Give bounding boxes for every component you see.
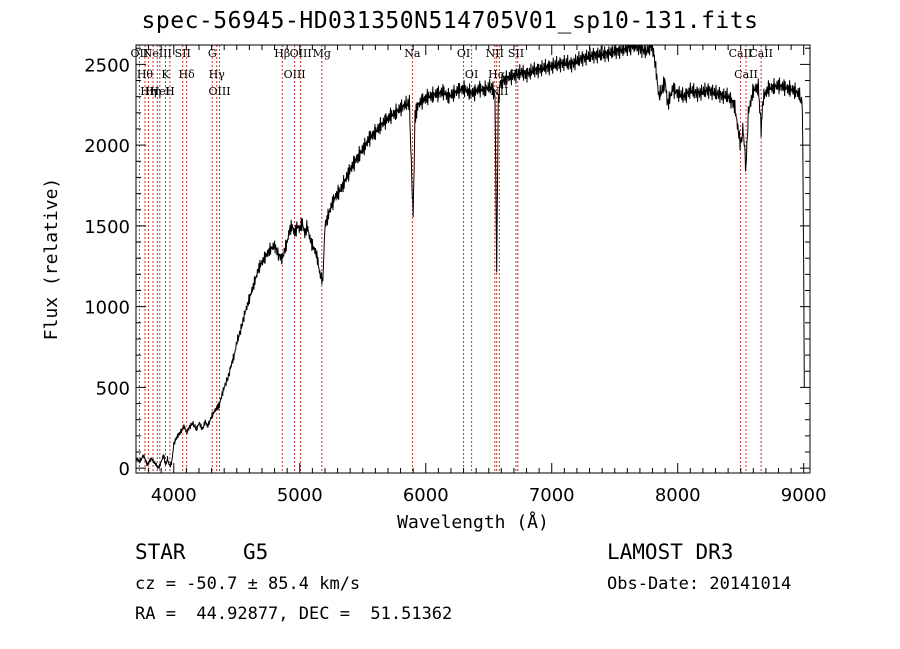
redshift-cz: cz = -50.7 ± 85.4 km/s: [135, 574, 361, 594]
line-label-13-0: Hβ: [274, 47, 290, 60]
line-label-26-0: CaII: [734, 68, 758, 81]
survey-name: LAMOST DR3: [607, 540, 734, 564]
line-label-23-0: SII: [508, 47, 524, 60]
object-class: STAR: [135, 540, 186, 564]
x-axis-ticks: 4000 5000 6000 7000 8000 9000: [135, 45, 827, 506]
line-label-5-0: HeI: [150, 85, 170, 98]
line-label-10-0: G: [208, 47, 217, 60]
y-tick-label-1: 500: [96, 378, 130, 399]
plot-frame: [135, 44, 811, 474]
line-label-16-0: Mg: [313, 47, 331, 60]
y-tick-label-5: 2500: [84, 55, 130, 76]
line-label-1-0: Hθ: [137, 68, 154, 81]
line-label-9-0: Hδ: [179, 68, 196, 81]
x-tick-label-5: 9000: [781, 485, 827, 506]
line-label-0-0: OII: [131, 47, 149, 60]
line-markers: [138, 45, 762, 473]
y-tick-label-3: 1500: [84, 217, 130, 238]
line-label-4-0: NeIII: [143, 47, 172, 60]
line-marker-labels: OIIHθHηHηNeIIIHeIKHSIIHδGHγOIIIHβOIIIOII…: [131, 47, 773, 98]
y-axis-label: Flux (relative): [41, 178, 62, 341]
line-label-3-0: Hη: [145, 85, 161, 98]
line-label-12-0: OIII: [208, 85, 230, 98]
line-label-7-0: H: [165, 85, 175, 98]
line-label-8-0: SII: [175, 47, 191, 60]
line-label-15-0: OIII: [290, 47, 312, 60]
spectral-subclass: G5: [243, 540, 269, 564]
line-label-27-0: CaII: [749, 47, 773, 60]
y-tick-label-0: 0: [119, 459, 130, 480]
coordinates: RA = 44.92877, DEC = 51.51362: [135, 604, 453, 624]
y-tick-label-4: 2000: [84, 136, 130, 157]
y-axis-ticks: 0 500 1000 1500 2000 2500: [84, 47, 810, 480]
line-label-21-0: Hα: [488, 68, 506, 81]
x-tick-label-2: 6000: [403, 485, 449, 506]
line-label-11-0: Hγ: [209, 68, 226, 81]
line-label-25-0: CaII: [729, 47, 753, 60]
x-tick-label-1: 5000: [277, 485, 323, 506]
line-label-18-0: OI: [457, 47, 470, 60]
line-label-14-0: OIII: [284, 68, 306, 81]
spectrum-series-line: [135, 44, 805, 470]
chart-title: spec-56945-HD031350N514705V01_sp10-131.f…: [141, 8, 759, 34]
line-label-17-0: Na: [404, 47, 421, 60]
x-axis-label: Wavelength (Å): [397, 511, 549, 533]
line-label-20-0: NII: [486, 47, 504, 60]
x-tick-label-3: 7000: [529, 485, 575, 506]
line-label-6-0: K: [161, 68, 170, 81]
line-label-19-0: OI: [465, 68, 478, 81]
x-tick-label-0: 4000: [151, 485, 197, 506]
observation-date: Obs-Date: 20141014: [607, 574, 792, 594]
x-tick-label-4: 8000: [655, 485, 701, 506]
y-tick-label-2: 1000: [84, 298, 130, 319]
line-label-2-0: Hη: [140, 85, 156, 98]
